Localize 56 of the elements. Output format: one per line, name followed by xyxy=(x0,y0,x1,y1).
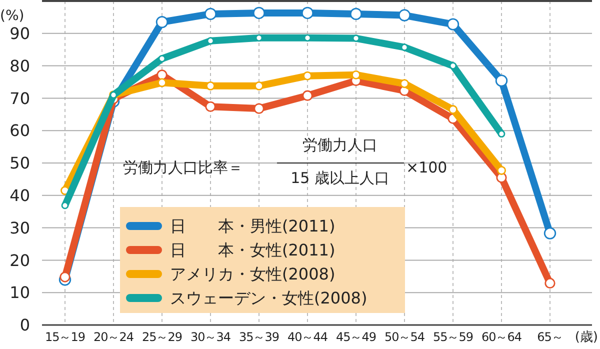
x-tick-label: 35～39 xyxy=(238,330,280,344)
x-tick-label: 20～24 xyxy=(93,330,134,344)
y-tick-label: 10 xyxy=(10,283,30,302)
y-tick-label: 60 xyxy=(10,121,30,140)
x-tick-label: 30～34 xyxy=(190,330,231,344)
legend-label: 日 本・女性(2011) xyxy=(170,240,336,260)
legend-label: アメリカ・女性(2008) xyxy=(170,264,336,284)
y-tick-label: 90 xyxy=(10,24,30,43)
annotation: 労働力人口 xyxy=(302,136,378,154)
point xyxy=(252,6,266,20)
point xyxy=(352,70,360,80)
point xyxy=(446,18,460,30)
point xyxy=(61,202,69,210)
point xyxy=(350,8,362,20)
point xyxy=(302,90,313,101)
point xyxy=(495,74,508,87)
x-axis-title: (歳) xyxy=(574,330,598,345)
point xyxy=(398,9,411,22)
y-axis-title: (%) xyxy=(0,8,24,24)
x-tick-label: 60～64 xyxy=(481,330,522,344)
point xyxy=(204,8,217,20)
point xyxy=(400,79,409,88)
point xyxy=(498,130,506,138)
y-tick-label: 20 xyxy=(10,250,30,270)
legend-label: スウェーデン・女性(2008) xyxy=(170,288,368,308)
point xyxy=(301,6,314,20)
x-tick-label: 55～59 xyxy=(432,330,474,344)
point xyxy=(206,81,215,90)
point xyxy=(544,278,556,289)
point xyxy=(254,103,264,114)
y-tick-label: 80 xyxy=(10,56,30,76)
x-tick-label: 40～44 xyxy=(287,330,328,344)
y-tick-label: 30 xyxy=(10,218,30,238)
point xyxy=(158,78,166,88)
x-tick-label: 15～19 xyxy=(44,330,86,344)
point xyxy=(205,101,216,112)
y-tick-label: 0 xyxy=(20,316,30,335)
point xyxy=(448,105,458,114)
point xyxy=(60,272,70,282)
y-tick-label: 40 xyxy=(10,186,30,205)
y-tick-label: 50 xyxy=(10,154,30,173)
annotation: 労働力人口比率＝ xyxy=(123,158,243,176)
annotation: 15 歳以上人口 xyxy=(290,169,390,187)
x-tick-label: 65～ xyxy=(537,330,563,344)
point xyxy=(156,16,168,28)
x-tick-label: 50～54 xyxy=(384,330,425,344)
x-tick-label: 45～49 xyxy=(336,330,376,344)
y-tick-label: 70 xyxy=(10,88,30,108)
point xyxy=(254,81,264,90)
legend-label: 日 本・男性(2011) xyxy=(170,216,336,236)
annotation: ×100 xyxy=(406,158,448,176)
point xyxy=(158,54,166,62)
x-tick-label: 25～29 xyxy=(142,330,182,344)
point xyxy=(497,166,506,175)
point xyxy=(544,227,556,240)
point xyxy=(303,71,312,80)
